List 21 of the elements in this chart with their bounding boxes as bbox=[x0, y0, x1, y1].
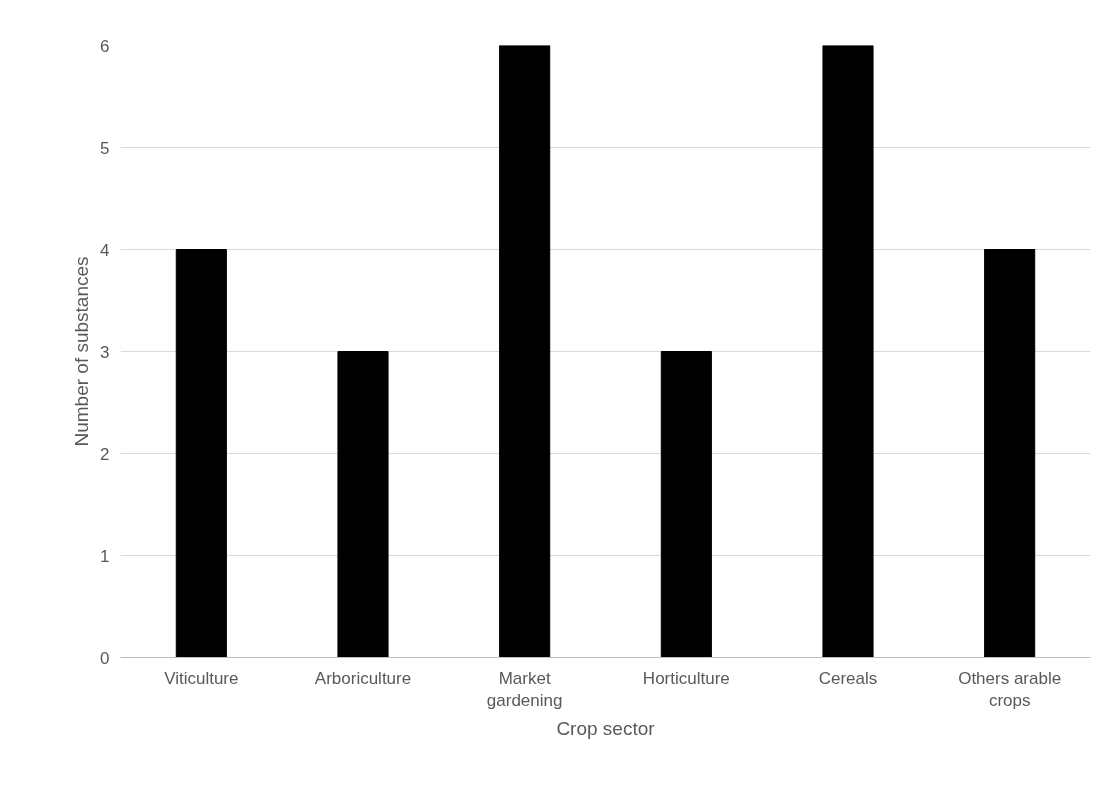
bar bbox=[984, 249, 1036, 658]
x-axis-title: Crop sector bbox=[556, 718, 656, 740]
x-tick-label: Viticulture bbox=[164, 668, 239, 688]
y-tick-label: 3 bbox=[100, 342, 110, 362]
bar bbox=[822, 45, 874, 658]
x-tick-label: Others arable crops bbox=[958, 668, 1062, 711]
y-tick-label: 2 bbox=[100, 444, 110, 464]
bar bbox=[660, 351, 712, 658]
y-tick-label: 4 bbox=[100, 240, 110, 260]
x-tick-label: Cereals bbox=[818, 668, 878, 688]
x-tick-label: Horticulture bbox=[642, 668, 730, 688]
y-tick-label: 0 bbox=[100, 648, 110, 668]
bar bbox=[499, 45, 551, 658]
bar bbox=[175, 249, 227, 658]
x-tick-label: Market gardening bbox=[486, 668, 563, 711]
x-tick-label: Arboriculture bbox=[314, 668, 412, 688]
y-tick-label: 6 bbox=[100, 36, 110, 56]
y-axis-title: Number of substances bbox=[71, 256, 93, 447]
y-tick-label: 5 bbox=[100, 138, 110, 158]
bar bbox=[337, 351, 389, 658]
y-tick-label: 1 bbox=[100, 546, 110, 566]
